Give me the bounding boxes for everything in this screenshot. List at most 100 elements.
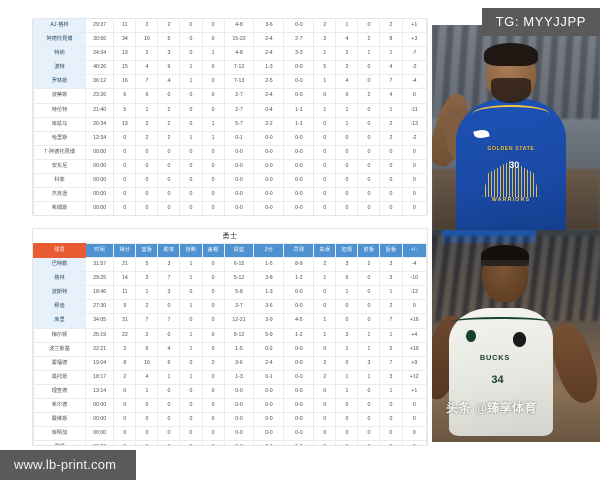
stat-cell-8: 1-5 [253,257,285,273]
stat-cell-1: 00:00 [84,201,115,215]
column-header-11[interactable]: 犯规 [335,242,359,259]
table-row[interactable]: 格林 29:25 14 3 7 1 0 5-12 3-8 1-2 1 5 0 3 -10 [33,271,427,287]
table-row[interactable]: 波蒂斯 23:26 6 6 0 0 0 2-7 2-4 0-0 0 0 2 4 0 [33,88,427,104]
column-header-9[interactable]: 罚球 [283,242,315,259]
stat-cell-6: 0 [201,369,225,385]
stat-cell-7: 2-7 [223,88,255,104]
column-header-4[interactable]: 助攻 [157,242,181,259]
table-row[interactable]: 科菲 00:00 0 0 0 0 0 0-0 0-0 0-0 0 0 0 0 0 [33,173,427,189]
stat-cell-4: 0 [157,398,181,414]
table-row[interactable]: 特伦特 21:40 5 1 2 0 0 2-7 0-4 1-1 1 1 0 1 -11 [33,102,427,118]
column-header-14[interactable]: +/- [401,242,427,259]
stat-cell-8: 2-4 [253,88,285,104]
stat-cell-12: 0 [357,173,381,189]
stat-cell-5: 0 [179,173,203,189]
table-row[interactable]: 杰克逊 00:00 0 0 0 0 0 0-0 0-0 0-0 0 0 0 0 0 [33,187,427,203]
stat-cell-1: 00:00 [84,440,115,445]
stat-cell-2: 2 [113,369,137,385]
stat-cell-4: 0 [157,173,181,189]
stat-cell-10: 2 [313,369,337,385]
column-header-5[interactable]: 抢断 [179,242,203,259]
table-row[interactable]: 库明加 00:00 0 0 0 0 0 0-0 0-0 0-0 0 0 0 0 0 [33,426,427,442]
jersey-wordmark: BUCKS [479,352,511,362]
stat-cell-9: 0-0 [283,187,315,203]
table-row[interactable]: 戴维斯 00:00 0 0 0 0 0 0-0 0-0 0-0 0 0 0 0 0 [33,412,427,428]
stat-cell-8: 0-0 [253,187,285,203]
column-header-6[interactable]: 盖帽 [201,242,225,259]
table-row[interactable]: AJ·格林 29:37 11 2 2 0 0 4-8 3-6 0-0 2 1 0 2 +1 [33,19,427,34]
column-header-3[interactable]: 篮板 [135,242,159,259]
column-header-10[interactable]: 失误 [313,242,337,259]
stat-cell-3: 0 [135,412,159,428]
stat-cell-14: -7 [401,46,427,62]
table-row[interactable]: 库兹马 20:34 13 2 2 0 1 5-7 2-2 1-1 0 1 0 2 -13 [33,116,427,132]
column-header-0[interactable]: 球员 [33,242,86,259]
column-header-13[interactable]: 后板 [379,242,403,259]
stats-header-warriors: 球员 时间 得分 篮板 助攻 抢断 盖帽 投篮 3分 罚球 失误 犯规 前板 后板 +/- [33,242,427,259]
stat-cell-13: 5 [379,341,403,357]
table-row[interactable]: 波斯特 18:46 11 1 3 0 0 5-8 1-3 0-0 0 1 0 1 -12 [33,285,427,301]
stat-cell-10: 0 [313,201,337,215]
team-title-warriors: 勇士 [222,233,238,240]
stat-cell-2: 0 [113,383,137,400]
table-row[interactable]: 希姆斯 00:00 0 0 0 0 0 0-0 0-0 0-0 0 0 0 0 0 [33,201,427,215]
stat-cell-2: 21 [113,257,137,273]
table-row[interactable]: T·阿德托昆博 00:00 0 0 0 0 0 0-0 0-0 0-0 0 0 0 0 0 [33,144,427,160]
table-row[interactable]: 理查德 13:14 0 1 0 0 0 0-0 0-0 0-0 0 1 0 1 +1 [33,383,427,400]
stat-cell-6: 0 [201,19,225,34]
table-row[interactable]: 希尔德 00:00 0 0 0 0 0 0-0 0-0 0-0 0 0 0 0 0 [33,398,427,414]
stat-cell-7: 0-0 [223,383,255,400]
table-row[interactable]: 桑托斯 18:17 2 4 1 1 0 1-3 0-1 0-0 2 1 1 3 +12 [33,369,427,385]
stat-cell-1: 27:30 [84,299,115,315]
stat-cell-8: 0-0 [253,398,285,414]
table-row[interactable]: 库里 34:05 31 7 7 0 0 12-21 3-9 4-5 1 0 0 7 +16 [33,313,427,329]
stat-cell-12: 3 [357,355,381,371]
stat-cell-1: 23:26 [84,88,115,104]
column-header-2[interactable]: 得分 [113,242,137,259]
stat-cell-6: 0 [201,32,225,48]
table-row[interactable]: 特纳 24:34 13 2 3 0 1 4-8 2-4 3-3 1 2 1 1 -7 [33,46,427,62]
stat-cell-14: 0 [401,187,427,203]
column-header-12[interactable]: 前板 [357,242,381,259]
column-header-7[interactable]: 投篮 [223,242,255,259]
table-row[interactable]: 穆迪 27:30 9 2 0 1 0 3-7 3-6 0-0 0 0 0 2 0 [33,299,427,315]
table-row[interactable]: 波特 40:26 15 4 9 1 0 7-12 1-3 0-0 5 2 0 4 -2 [33,60,427,76]
stat-cell-7: 2-7 [223,102,255,118]
table-row[interactable]: 梅尔顿 25:19 22 2 0 1 0 8-12 5-9 1-2 1 3 1 1 +4 [33,327,427,343]
stat-cell-4: 2 [157,102,181,118]
stat-cell-13: 1 [379,383,403,400]
stat-cell-11: 0 [335,158,359,175]
stat-cell-13: 2 [379,116,403,132]
table-row[interactable]: 阿德托昆博 30:56 34 10 5 0 0 15-22 2-4 2-7 2 4 2 8 +3 [33,32,427,48]
stat-cell-4: 7 [157,313,181,329]
table-row[interactable]: 巴特勒 31:57 21 5 3 1 0 6-15 1-5 8-9 2 3 2 3 -4 [33,257,427,273]
stat-cell-13: 1 [379,102,403,118]
player-name-cell: 穆迪 [33,299,86,315]
table-row[interactable]: 罗林斯 36:12 16 7 4 1 0 7-13 2-5 0-0 1 4 0 7 -4 [33,74,427,90]
table-row[interactable]: 霍福德 19:04 8 10 6 0 2 3-6 2-4 0-0 2 0 3 7 +9 [33,355,427,371]
stat-cell-1: 19:04 [84,355,115,371]
stat-cell-11: 4 [335,74,359,90]
stat-cell-10: 0 [313,426,337,442]
stat-cell-3: 0 [135,398,159,414]
column-header-8[interactable]: 3分 [253,242,285,259]
table-row[interactable]: 安东尼 00:00 0 0 0 0 0 0-0 0-0 0-0 0 0 0 0 0 [33,158,427,175]
stat-cell-13: 0 [379,426,403,442]
stat-cell-10: 1 [313,74,337,90]
stat-cell-14: -4 [401,257,427,273]
table-row[interactable]: 波兰斯基 22:21 2 6 4 1 0 1-5 0-2 0-0 0 1 1 5 +19 [33,341,427,357]
stat-cell-10: 0 [313,116,337,132]
column-header-1[interactable]: 时间 [84,242,115,259]
stat-cell-10: 1 [313,271,337,287]
stat-cell-4: 0 [157,187,181,203]
stat-cell-8: 0-0 [253,383,285,400]
player-name-cell: 波特 [33,60,86,76]
stat-cell-11: 1 [335,341,359,357]
stat-cell-10: 0 [313,144,337,160]
stat-cell-14: +19 [401,341,427,357]
player-name-cell: 特伦特 [33,102,86,118]
stat-cell-10: 0 [313,412,337,428]
stat-cell-6: 1 [201,46,225,62]
table-row[interactable]: 哈里斯 12:34 0 2 2 1 1 0-1 0-0 0-0 0 0 0 2 -2 [33,130,427,146]
